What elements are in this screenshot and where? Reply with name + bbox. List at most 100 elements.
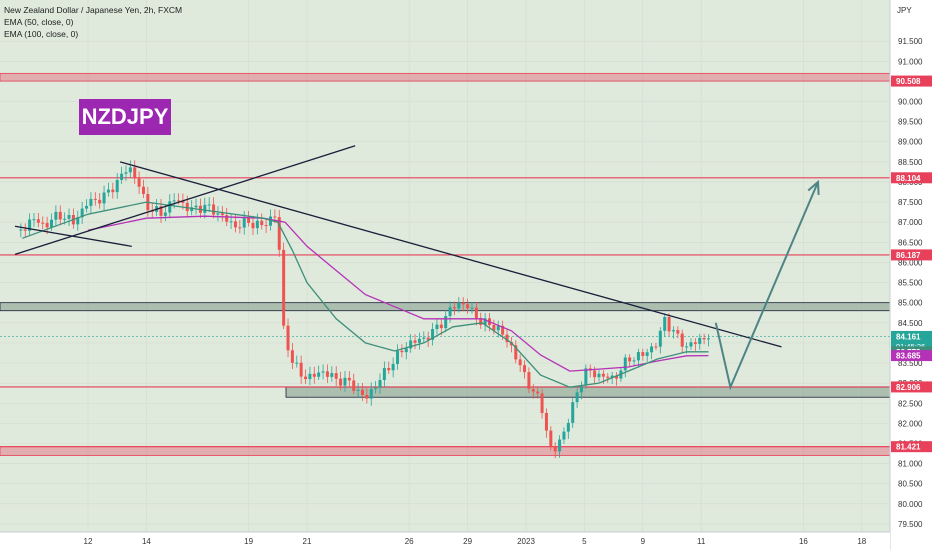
time-axis[interactable] xyxy=(0,532,890,550)
candle-body xyxy=(452,307,456,309)
candle-body xyxy=(632,360,636,362)
x-tick-label: 21 xyxy=(303,537,312,546)
candle-body xyxy=(479,318,483,325)
y-tick-label: 86.000 xyxy=(898,258,923,267)
candle-body xyxy=(308,373,312,380)
candle-body xyxy=(431,329,435,340)
candle-body xyxy=(181,200,185,203)
candle-body xyxy=(190,207,194,212)
candle-body xyxy=(514,345,518,360)
candle-body xyxy=(352,380,356,391)
x-tick-label: 16 xyxy=(799,537,808,546)
price-axis[interactable] xyxy=(890,0,932,550)
candle-body xyxy=(382,368,386,381)
candle-body xyxy=(28,219,32,231)
candle-body xyxy=(41,222,45,224)
candle-body xyxy=(212,204,216,215)
y-tick-label: 86.500 xyxy=(898,238,923,247)
projection-line xyxy=(714,181,819,391)
candle-body xyxy=(102,192,106,204)
x-tick-label: 29 xyxy=(463,537,472,546)
y-tick-label: 91.000 xyxy=(898,57,923,66)
axis-price-tag xyxy=(891,330,932,351)
candle-body xyxy=(702,338,706,340)
indicator-ema100-label[interactable]: EMA (100, close, 0) xyxy=(4,29,79,39)
indicator-ema50-label[interactable]: EMA (50, close, 0) xyxy=(4,17,74,27)
candle-body xyxy=(601,373,605,377)
y-tick-label: 80.500 xyxy=(898,480,923,489)
projection-path[interactable] xyxy=(714,179,820,391)
candle-body xyxy=(579,385,583,393)
candle-body xyxy=(325,371,329,377)
candle-body xyxy=(194,205,198,208)
candle-body xyxy=(584,368,588,386)
candle-body xyxy=(396,350,400,364)
y-tick-label: 82.000 xyxy=(898,419,923,428)
candle-body xyxy=(286,325,290,351)
x-tick-label: 11 xyxy=(697,537,706,546)
candle-body xyxy=(483,318,487,325)
candle-body xyxy=(470,307,474,309)
candle-body xyxy=(378,380,382,388)
candle-body xyxy=(106,189,110,193)
candle-body xyxy=(50,219,53,228)
axis-price-value: 84.161 xyxy=(896,332,921,341)
axis-price-value: 88.104 xyxy=(896,174,921,183)
candle-body xyxy=(391,363,395,371)
candle-body xyxy=(671,330,675,332)
candle-body xyxy=(277,217,281,250)
candle-body xyxy=(269,216,272,226)
candle-body xyxy=(220,213,224,216)
candle-body xyxy=(654,346,658,348)
candle-body xyxy=(527,372,531,389)
candle-body xyxy=(439,324,443,329)
x-tick-label: 12 xyxy=(84,537,93,546)
candle-body xyxy=(523,365,527,373)
y-tick-label: 89.500 xyxy=(898,118,923,127)
candle-body xyxy=(163,212,167,216)
candle-body xyxy=(356,389,360,391)
candle-body xyxy=(32,219,36,221)
ema-lines xyxy=(22,201,709,388)
candle-body xyxy=(299,362,303,377)
axis-price-tag xyxy=(891,172,932,184)
y-tick-label: 84.500 xyxy=(898,319,923,328)
y-tick-label: 80.000 xyxy=(898,500,923,509)
candle-body xyxy=(680,333,684,347)
axis-price-value: 81.421 xyxy=(896,443,921,452)
x-tick-label: 26 xyxy=(405,537,414,546)
candle-body xyxy=(242,218,246,228)
candle-body xyxy=(562,431,566,440)
candle-body xyxy=(689,342,693,347)
candle-body xyxy=(645,352,649,356)
candles xyxy=(19,160,710,459)
candle-body xyxy=(238,227,242,229)
candle-body xyxy=(330,373,334,377)
candle-body xyxy=(137,178,141,187)
candle-body xyxy=(115,179,119,193)
axis-price-tag xyxy=(891,381,932,393)
candle-body xyxy=(89,198,93,206)
candle-body xyxy=(203,204,207,213)
candle-body xyxy=(623,357,627,371)
x-axis-ticks: 12 14 19 21 26 29 2023 5 9 11 16 18 xyxy=(84,537,867,546)
candle-body xyxy=(347,377,351,381)
y-tick-label: 83.500 xyxy=(898,359,923,368)
candle-body xyxy=(168,201,172,213)
candle-body xyxy=(606,376,610,379)
candle-body xyxy=(177,200,181,202)
candle-body xyxy=(339,378,343,386)
candle-body xyxy=(225,215,229,222)
symbol-badge: NZDJPY xyxy=(79,99,171,135)
candle-body xyxy=(264,225,268,227)
candle-body xyxy=(409,340,413,349)
candle-body xyxy=(404,348,408,353)
chart-title: New Zealand Dollar / Japanese Yen, 2h, F… xyxy=(4,5,183,15)
candle-body xyxy=(58,211,62,220)
candle-body xyxy=(667,317,671,332)
candle-body xyxy=(273,216,277,218)
x-tick-label: 2023 xyxy=(517,537,535,546)
trendlines[interactable] xyxy=(14,145,782,348)
axis-price-value: 86.187 xyxy=(896,251,921,260)
